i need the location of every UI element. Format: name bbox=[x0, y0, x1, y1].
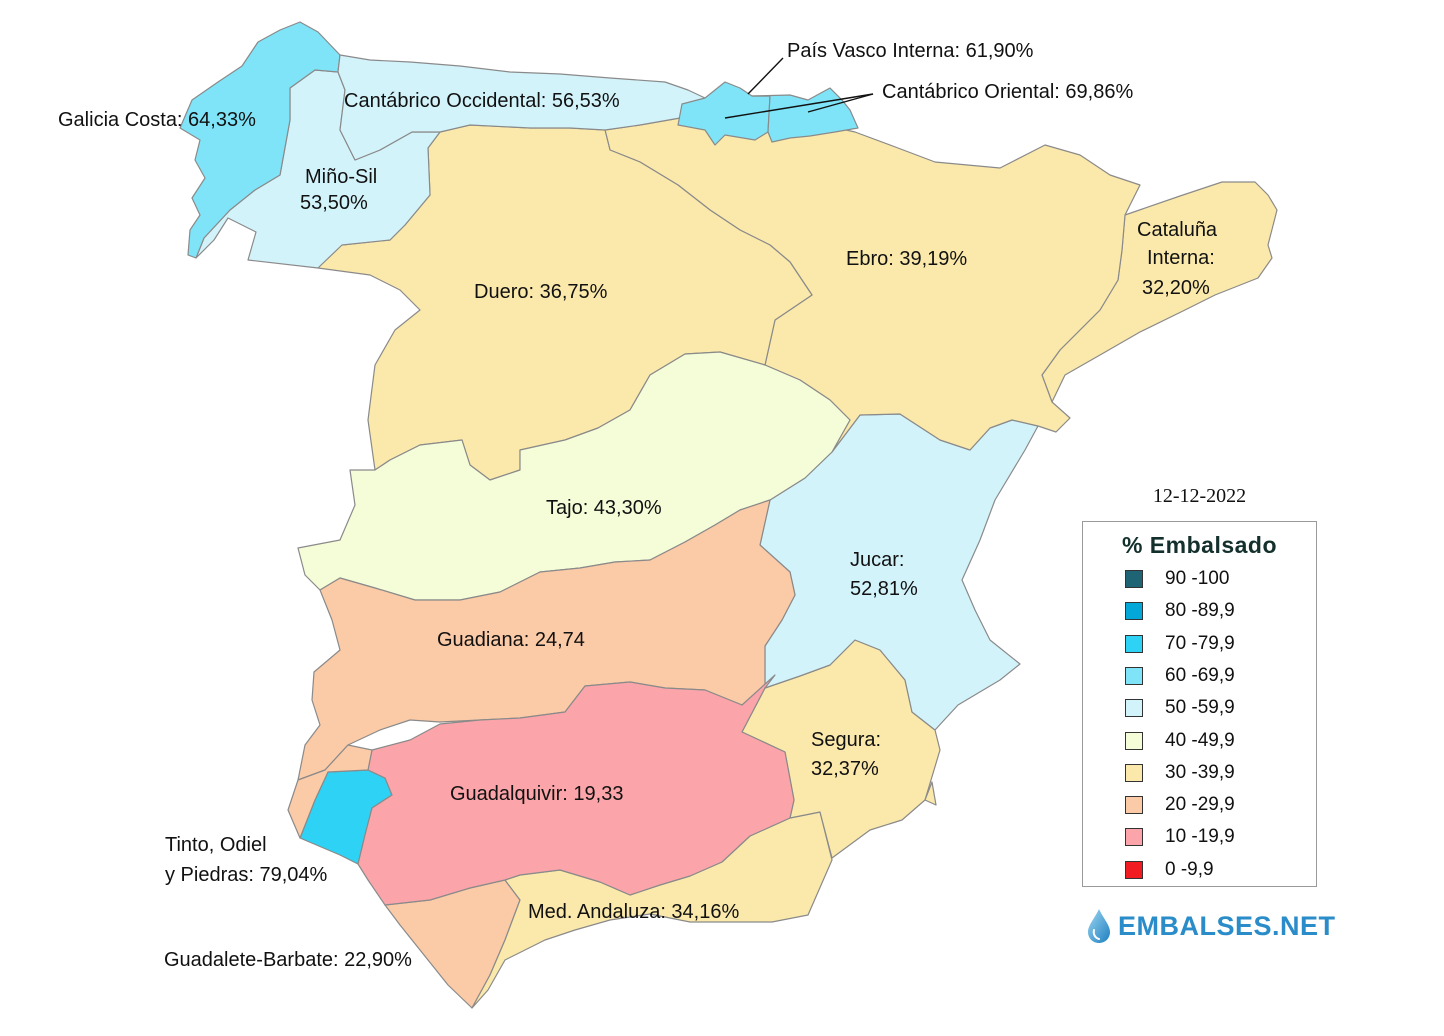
label-duero: Duero: 36,75% bbox=[474, 281, 608, 303]
map-date: 12-12-2022 bbox=[1152, 485, 1247, 507]
region-galicia-costa[interactable] bbox=[179, 21, 341, 259]
label-cataluna-line2: Interna: bbox=[1147, 247, 1215, 269]
region-guadalquivir[interactable] bbox=[357, 674, 795, 906]
legend-swatch bbox=[1125, 570, 1143, 588]
brand-logo: EMBALSES.NET bbox=[1086, 906, 1336, 946]
label-segura-name: Segura: bbox=[811, 729, 881, 751]
legend-label: 60 -69,9 bbox=[1165, 664, 1235, 686]
region-guadiana-coast[interactable] bbox=[287, 744, 373, 839]
label-guadalquivir: Guadalquivir: 19,33 bbox=[450, 783, 623, 805]
legend-item: 40 -49,9 bbox=[1125, 729, 1235, 753]
label-pais-vasco-interna: País Vasco Interna: 61,90% bbox=[787, 40, 1034, 62]
legend-swatch bbox=[1125, 602, 1143, 621]
label-guadalete-barbate: Guadalete-Barbate: 22,90% bbox=[164, 949, 412, 971]
legend-item: 70 -79,9 bbox=[1125, 632, 1235, 656]
brand-name: EMBALSES.NET bbox=[1118, 910, 1336, 941]
legend-swatch bbox=[1125, 796, 1143, 815]
label-ebro: Ebro: 39,19% bbox=[846, 248, 967, 270]
label-galicia-costa: Galicia Costa: 64,33% bbox=[58, 109, 256, 131]
legend-label: 90 -100 bbox=[1165, 568, 1230, 589]
label-cantabrico-occidental: Cantábrico Occidental: 56,53% bbox=[344, 90, 620, 112]
label-mino-sil-value: 53,50% bbox=[300, 192, 368, 214]
legend-label: 0 -9,9 bbox=[1165, 858, 1214, 880]
label-guadiana: Guadiana: 24,74 bbox=[437, 629, 585, 651]
legend-item: 30 -39,9 bbox=[1125, 761, 1235, 785]
label-tinto-line1: Tinto, Odiel bbox=[165, 834, 267, 856]
label-jucar-value: 52,81% bbox=[850, 578, 918, 600]
label-cantabrico-oriental: Cantábrico Oriental: 69,86% bbox=[882, 81, 1133, 103]
legend: % Embalsado 90 -100 80 -89,9 70 -79,9 60 -6… bbox=[1082, 521, 1317, 887]
label-tajo: Tajo: 43,30% bbox=[546, 497, 662, 519]
leader-cantabrico-oriental-a bbox=[724, 93, 874, 119]
legend-item: 20 -29,9 bbox=[1125, 793, 1235, 817]
legend-label: 40 -49,9 bbox=[1165, 729, 1235, 751]
label-segura-value: 32,37% bbox=[811, 758, 879, 780]
label-med-andaluza: Med. Andaluza: 34,16% bbox=[528, 901, 739, 923]
legend-swatch bbox=[1125, 731, 1143, 750]
legend-swatch bbox=[1125, 666, 1143, 685]
legend-item: 0 -9,9 bbox=[1125, 858, 1214, 882]
legend-swatch bbox=[1125, 699, 1143, 718]
water-drop-icon bbox=[1088, 909, 1110, 943]
legend-label: 80 -89,9 bbox=[1165, 600, 1235, 622]
label-cataluna-line3: 32,20% bbox=[1142, 277, 1210, 299]
legend-swatch bbox=[1125, 763, 1143, 782]
label-jucar-name: Jucar: bbox=[850, 549, 904, 571]
label-tinto-line2: y Piedras: 79,04% bbox=[165, 864, 328, 886]
legend-title: % Embalsado bbox=[1121, 532, 1278, 558]
legend-label: 10 -19,9 bbox=[1165, 826, 1235, 848]
legend-label: 30 -39,9 bbox=[1165, 761, 1235, 783]
region-segura-coast[interactable] bbox=[924, 781, 937, 806]
legend-item: 50 -59,9 bbox=[1125, 696, 1235, 720]
label-cataluna-line1: Cataluña bbox=[1137, 219, 1218, 241]
legend-item: 90 -100 bbox=[1125, 567, 1229, 591]
leader-cantabrico-oriental-b bbox=[807, 93, 874, 113]
legend-item: 60 -69,9 bbox=[1125, 664, 1235, 688]
region-cantabrico-oriental[interactable] bbox=[751, 87, 859, 143]
label-mino-sil-name: Miño-Sil bbox=[305, 166, 377, 188]
legend-label: 50 -59,9 bbox=[1165, 697, 1235, 719]
leader-pais-vasco bbox=[747, 57, 784, 95]
legend-swatch bbox=[1125, 634, 1143, 653]
legend-swatch bbox=[1125, 860, 1143, 879]
legend-item: 80 -89,9 bbox=[1125, 599, 1235, 623]
legend-label: 20 -29,9 bbox=[1165, 794, 1235, 816]
legend-label: 70 -79,9 bbox=[1165, 632, 1235, 654]
legend-swatch bbox=[1125, 828, 1143, 847]
legend-item: 10 -19,9 bbox=[1125, 825, 1235, 849]
